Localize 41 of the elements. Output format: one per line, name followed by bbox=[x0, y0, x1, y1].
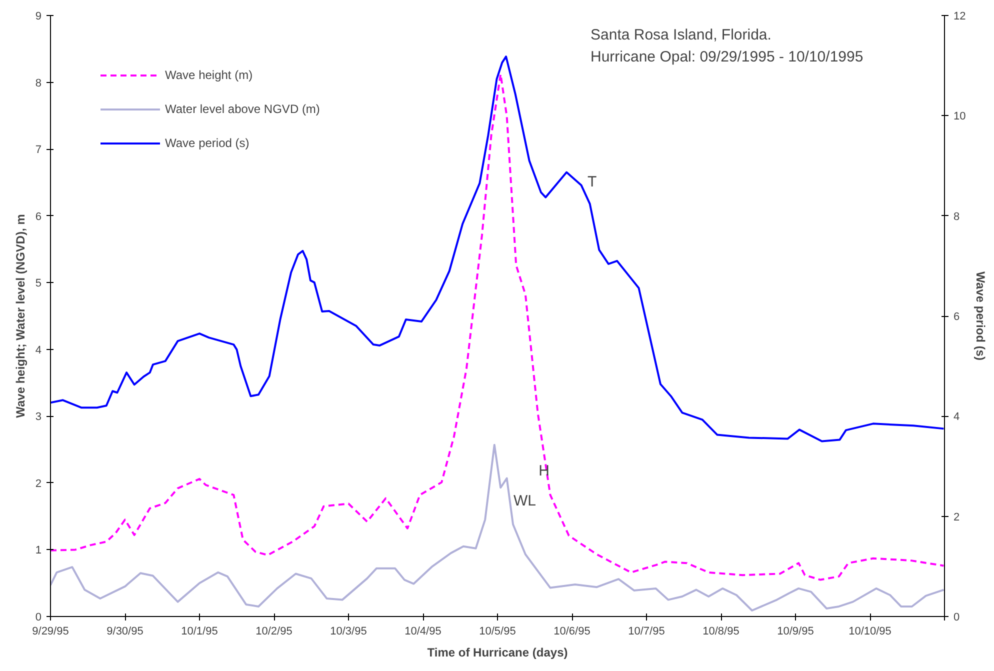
x-tick-label: 10/6/95 bbox=[554, 626, 590, 638]
y-tick-label: 1 bbox=[35, 544, 42, 557]
x-tick-label: 10/10/95 bbox=[848, 626, 892, 638]
y-tick-label: 4 bbox=[35, 344, 42, 356]
y2-tick-label: 12 bbox=[954, 10, 966, 22]
y2-tick-label: 0 bbox=[954, 612, 960, 624]
x-tick-label: 10/2/95 bbox=[256, 626, 292, 638]
y-tick-label: 2 bbox=[35, 478, 42, 490]
x-tick-label: 9/30/95 bbox=[106, 626, 144, 638]
x-tick-label: 10/8/95 bbox=[702, 626, 740, 638]
y-tick-label: 8 bbox=[35, 77, 42, 90]
y2-tick-label: 6 bbox=[954, 311, 960, 323]
annotation: H bbox=[538, 462, 550, 480]
x-tick-label: 9/29/95 bbox=[32, 626, 69, 638]
legend-label: Water level above NGVD (m) bbox=[165, 102, 320, 116]
y-tick-label: 6 bbox=[35, 210, 42, 223]
y2-tick-label: 8 bbox=[954, 210, 960, 223]
annotation: Santa Rosa Island, Florida. bbox=[590, 26, 772, 44]
line-series bbox=[50, 444, 944, 612]
x-tick-label: 10/9/95 bbox=[777, 626, 814, 638]
y-tick-label: 0 bbox=[35, 612, 42, 624]
x-tick-label: 10/5/95 bbox=[479, 626, 516, 638]
annotation: Hurricane Opal: 09/29/1995 - 10/10/1995 bbox=[590, 48, 864, 66]
legend-label: Wave period (s) bbox=[165, 136, 250, 150]
x-tick-label: 10/1/95 bbox=[181, 626, 218, 638]
y2-tick-label: 10 bbox=[954, 110, 966, 123]
y2-axis-title: Wave period (s) bbox=[974, 272, 988, 360]
x-tick-label: 10/3/95 bbox=[330, 626, 367, 638]
y-tick-label: 9 bbox=[35, 10, 42, 22]
x-tick-label: 10/4/95 bbox=[404, 626, 442, 638]
y-tick-label: 7 bbox=[35, 144, 42, 156]
x-tick-label: 10/7/95 bbox=[628, 626, 665, 638]
y2-tick-label: 2 bbox=[954, 511, 960, 524]
annotation: T bbox=[588, 174, 597, 190]
legend-label: Wave height (m) bbox=[165, 68, 253, 82]
annotation: WL bbox=[514, 492, 536, 510]
y2-tick-label: 4 bbox=[954, 411, 960, 424]
y-tick-label: 5 bbox=[35, 278, 42, 290]
x-axis-title: Time of Hurricane (days) bbox=[427, 646, 568, 660]
y-tick-label: 3 bbox=[35, 411, 42, 424]
y-axis-title: Wave height; Water level (NGVD), m bbox=[13, 214, 28, 418]
